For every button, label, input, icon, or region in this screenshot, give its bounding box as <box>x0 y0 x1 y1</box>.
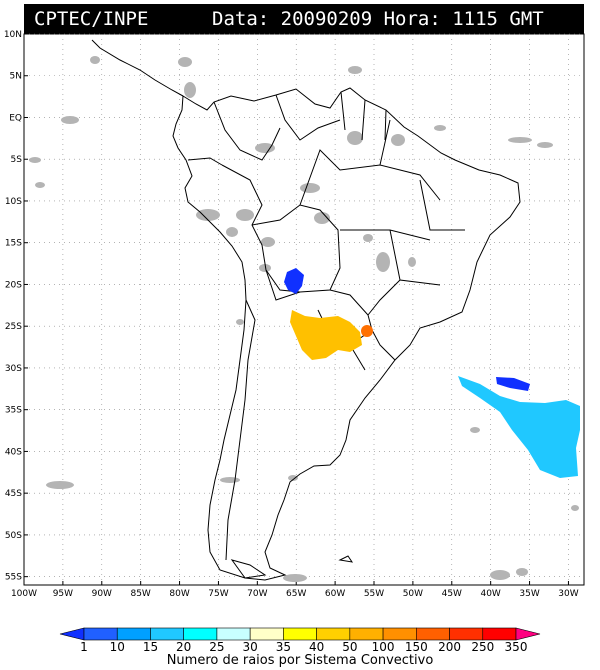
argentina-north-border <box>265 269 301 301</box>
legend-tick-label: 35 <box>276 640 291 654</box>
lat-label: 10S <box>5 197 22 207</box>
color-legend: 1 10 15 20 25 30 35 40 50 100 150 200 250 350 <box>59 627 541 654</box>
lon-label: 95W <box>53 589 73 599</box>
legend-swatch <box>150 627 184 641</box>
colombia-border <box>213 101 281 161</box>
lon-label: 85W <box>130 589 150 599</box>
legend-swatch <box>283 627 317 641</box>
lat-label: 50S <box>5 531 22 541</box>
lon-label: 100W <box>11 589 37 599</box>
lon-label: 45W <box>442 589 462 599</box>
central-america <box>91 39 184 97</box>
system-blue-atlantic <box>496 377 530 391</box>
legend-swatch <box>59 627 85 641</box>
legend-tick-label: 150 <box>405 640 428 654</box>
system-yellow-argentina <box>290 310 362 360</box>
lat-label: 55S <box>5 573 22 583</box>
lat-label: 30S <box>5 364 22 374</box>
legend-swatch <box>416 627 450 641</box>
lat-label: 25S <box>5 322 22 332</box>
peru-border <box>221 164 267 271</box>
lat-label: 45S <box>5 489 22 499</box>
legend-tick-label: 15 <box>143 640 158 654</box>
venezuela-border <box>275 94 341 141</box>
lon-label: 90W <box>92 589 112 599</box>
lon-label: 50W <box>403 589 423 599</box>
lon-label: 80W <box>169 589 189 599</box>
legend-swatch <box>382 627 417 641</box>
lat-label: 15S <box>5 239 22 249</box>
lon-label: 55W <box>364 589 384 599</box>
legend-tick-label: 100 <box>372 640 395 654</box>
legend-swatch <box>216 627 251 641</box>
tierra-del-fuego <box>230 559 267 579</box>
lon-label: 60W <box>325 589 345 599</box>
legend-tick-label: 250 <box>471 640 494 654</box>
system-blue-bolivia <box>284 268 304 294</box>
lon-label: 75W <box>208 589 228 599</box>
legend-tick-label: 350 <box>505 640 528 654</box>
legend-tick-label: 40 <box>309 640 324 654</box>
system-orange-parana <box>361 325 373 337</box>
source-label: CPTEC/INPE <box>34 8 149 30</box>
lat-label: 20S <box>5 280 22 290</box>
convective-systems <box>284 268 580 478</box>
legend-swatch <box>83 627 118 641</box>
datetime-label: Data: 20090209 Hora: 1115 GMT <box>212 8 544 30</box>
lat-label: 10N <box>4 30 22 40</box>
cloud-patches <box>29 56 579 582</box>
lon-label: 65W <box>286 589 306 599</box>
ecuador-border <box>187 157 223 166</box>
falklands <box>338 555 354 563</box>
lon-label: 35W <box>519 589 539 599</box>
guyana-borders <box>340 91 387 141</box>
legend-swatch <box>482 627 517 641</box>
legend-tick-label: 1 <box>80 640 88 654</box>
legend-title: Numero de raios por Sistema Convectivo <box>166 653 434 668</box>
lon-label: 70W <box>247 589 267 599</box>
legend-tick-label: 30 <box>243 640 258 654</box>
south-america-outline <box>172 87 521 581</box>
legend-swatch <box>515 627 541 641</box>
argentina-chile-border <box>225 299 256 561</box>
legend-swatch <box>316 627 351 641</box>
lat-label: 5N <box>10 72 22 82</box>
map-header: CPTEC/INPE Data: 20090209 Hora: 1115 GMT <box>24 4 584 34</box>
lat-label: EQ <box>9 113 22 123</box>
coastlines-and-borders <box>91 39 521 581</box>
brazil-states <box>299 119 465 316</box>
legend-swatch <box>183 627 218 641</box>
lat-label: 35S <box>5 406 22 416</box>
lon-label: 30W <box>558 589 578 599</box>
map-frame <box>23 33 585 586</box>
legend-tick-label: 50 <box>342 640 357 654</box>
legend-swatch <box>249 627 284 641</box>
legend-tick-label: 20 <box>176 640 191 654</box>
lat-label: 40S <box>5 447 22 457</box>
lon-label: 40W <box>480 589 500 599</box>
legend-swatch <box>449 627 484 641</box>
legend-swatch <box>116 627 151 641</box>
system-cyan-atlantic <box>458 376 580 478</box>
legend-tick-label: 200 <box>438 640 461 654</box>
legend-swatch <box>349 627 384 641</box>
legend-tick-label: 10 <box>110 640 125 654</box>
lat-label: 5S <box>11 155 23 165</box>
legend-tick-label: 25 <box>209 640 224 654</box>
